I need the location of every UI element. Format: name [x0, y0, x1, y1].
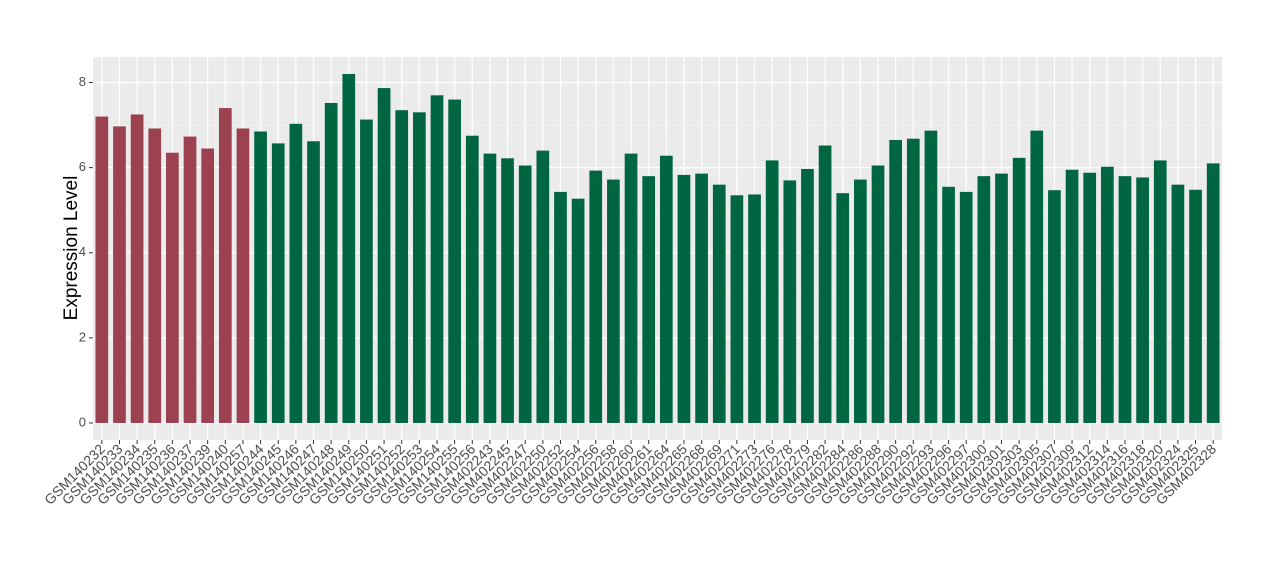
bar — [818, 145, 832, 423]
bar — [307, 141, 320, 423]
bar — [271, 143, 285, 423]
bar — [413, 112, 426, 423]
bar — [483, 153, 497, 423]
bar — [1083, 172, 1097, 423]
bar — [712, 184, 726, 423]
bar — [995, 173, 1008, 423]
bar — [518, 165, 532, 423]
bar — [748, 194, 761, 423]
bar — [201, 148, 215, 423]
bar — [360, 119, 373, 423]
y-tick-label: 6 — [79, 159, 86, 174]
bar — [324, 102, 338, 423]
bar — [254, 131, 267, 423]
bar — [1030, 130, 1044, 423]
bar — [677, 174, 691, 423]
bar — [1153, 160, 1167, 423]
bar — [1189, 189, 1202, 423]
bar — [1048, 190, 1061, 423]
bar — [571, 198, 585, 423]
bar — [289, 123, 303, 423]
bar — [854, 179, 867, 423]
bar — [730, 195, 744, 423]
bar — [607, 179, 620, 423]
bar — [624, 153, 638, 423]
bar — [642, 176, 656, 423]
bar — [783, 180, 797, 423]
bar — [589, 170, 603, 423]
bar — [536, 150, 550, 423]
bar — [1171, 184, 1185, 423]
bar — [801, 168, 814, 423]
bar — [1012, 157, 1026, 423]
bar — [1118, 176, 1132, 423]
bar — [501, 158, 514, 423]
bar — [554, 191, 567, 423]
bar — [95, 116, 109, 423]
bar — [1100, 166, 1114, 423]
bar — [342, 74, 356, 423]
bar — [148, 128, 162, 423]
bar — [395, 110, 409, 423]
bar — [130, 114, 144, 423]
bar — [765, 160, 779, 423]
bar — [166, 152, 179, 423]
y-tick-label: 2 — [79, 329, 86, 344]
bar — [1065, 169, 1079, 423]
bar — [218, 108, 232, 423]
bar — [871, 165, 885, 423]
bar — [1206, 163, 1220, 423]
bar — [1136, 177, 1149, 423]
bar — [942, 186, 955, 423]
bar — [924, 130, 938, 423]
bar — [695, 173, 708, 423]
bar — [448, 99, 461, 423]
bar — [906, 138, 920, 423]
bar — [977, 176, 991, 423]
y-tick-label: 4 — [79, 244, 86, 259]
bar — [465, 135, 479, 423]
y-axis-title: Expression Level — [61, 176, 82, 321]
y-tick-label: 8 — [79, 74, 86, 89]
bar — [183, 136, 197, 423]
bar — [889, 139, 902, 423]
y-tick-label: 0 — [79, 414, 86, 429]
bar — [377, 88, 391, 423]
bar — [236, 128, 250, 423]
bar — [659, 155, 673, 423]
bar — [836, 193, 850, 423]
bar — [113, 126, 126, 423]
bar — [430, 95, 444, 423]
bar — [959, 191, 973, 423]
